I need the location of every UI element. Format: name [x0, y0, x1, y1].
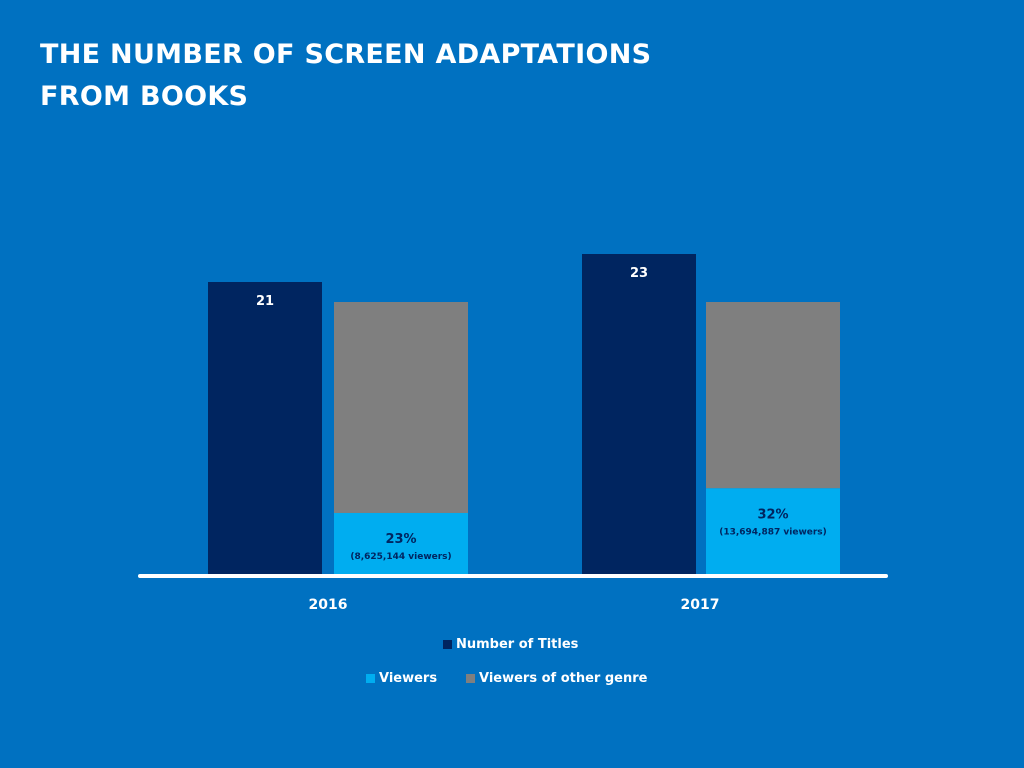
legend-swatch: [443, 640, 452, 649]
other-genre-bar: [334, 302, 468, 513]
legend-item: Number of Titles: [443, 637, 578, 652]
legend-label: Number of Titles: [456, 637, 579, 652]
viewers-bar: [706, 488, 840, 576]
title-line-2: FROM BOOKS: [40, 81, 249, 112]
viewers-count-label: (13,694,887 viewers): [719, 527, 827, 537]
x-axis-baseline: [138, 574, 888, 578]
legend-item: Viewers of other genre: [466, 671, 647, 686]
viewers-percent-label: 23%: [385, 532, 416, 547]
viewers-percent-label: 32%: [757, 507, 788, 522]
titles-bar: [582, 254, 696, 576]
title-line-1: THE NUMBER OF SCREEN ADAPTATIONS: [40, 39, 652, 70]
x-tick-label: 2017: [681, 597, 720, 613]
legend-label: Viewers of other genre: [479, 671, 648, 686]
titles-value-label: 21: [256, 294, 274, 309]
legend-swatch: [366, 674, 375, 683]
legend-item: Viewers: [366, 671, 437, 686]
viewers-bar: [334, 512, 468, 576]
titles-bar: [208, 282, 322, 576]
other-genre-bar: [706, 302, 840, 489]
titles-value-label: 23: [630, 266, 648, 281]
legend-swatch: [466, 674, 475, 683]
x-tick-label: 2016: [309, 597, 348, 613]
page-title: THE NUMBER OF SCREEN ADAPTATIONS FROM BO…: [40, 34, 740, 118]
legend-label: Viewers: [379, 671, 438, 686]
viewers-count-label: (8,625,144 viewers): [350, 552, 451, 562]
